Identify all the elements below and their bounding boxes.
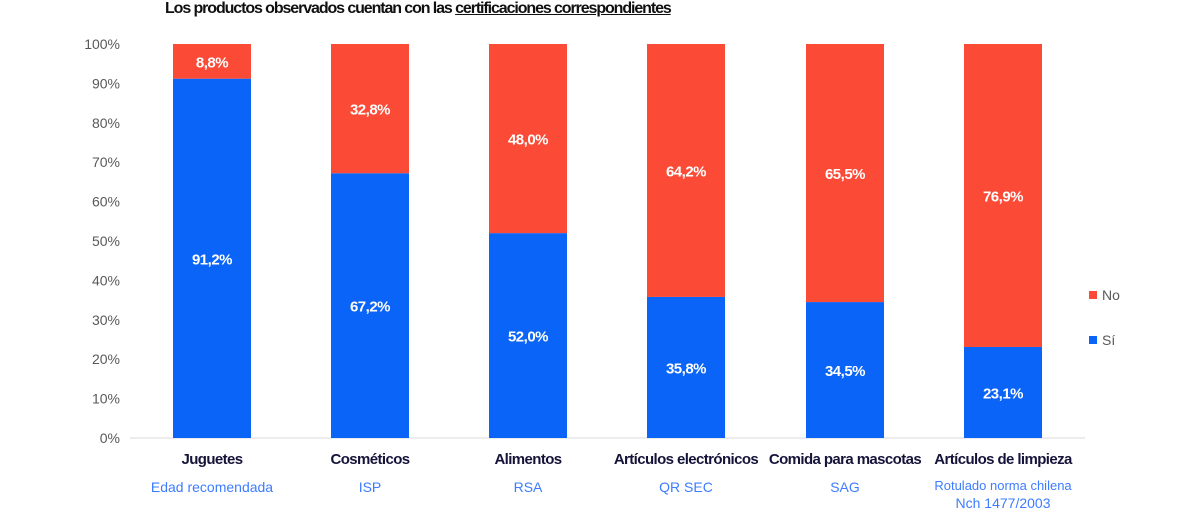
sublabel: QR SEC xyxy=(659,479,713,495)
title-underlined: certificaciones correspondientes xyxy=(455,0,672,17)
sublabel: SAG xyxy=(830,479,860,495)
sublabel: ISP xyxy=(359,479,382,495)
bar-no xyxy=(647,44,725,297)
bar-no xyxy=(489,44,567,234)
bar-si xyxy=(647,296,725,438)
category-label: Juguetes xyxy=(181,451,242,468)
y-tick-label: 80% xyxy=(92,115,120,131)
category-label: Cosméticos xyxy=(330,451,409,468)
y-tick-label: 30% xyxy=(92,312,120,328)
y-tick-label: 50% xyxy=(92,233,120,249)
y-tick-label: 10% xyxy=(92,391,120,407)
legend-swatch-si xyxy=(1089,336,1097,344)
title-prefix: Los productos observados cuentan con las xyxy=(165,0,453,17)
bar-no xyxy=(173,44,251,79)
sublabel: Rotulado norma chilena xyxy=(934,478,1072,493)
sublabel: Nch 1477/2003 xyxy=(956,495,1051,511)
legend-label: No xyxy=(1102,287,1120,303)
bar-si xyxy=(173,78,251,438)
data-label: 67,2% xyxy=(350,299,390,316)
bar-si xyxy=(331,173,409,438)
sublabel: RSA xyxy=(514,479,543,495)
bar-no xyxy=(964,44,1042,347)
legend-swatch-no xyxy=(1089,291,1097,299)
bar-si xyxy=(806,302,884,438)
y-tick-label: 90% xyxy=(92,75,120,91)
data-label: 34,5% xyxy=(825,363,865,380)
bar-no xyxy=(806,44,884,303)
data-label: 91,2% xyxy=(192,251,232,268)
y-tick-label: 100% xyxy=(84,36,120,52)
data-label: 65,5% xyxy=(825,166,865,183)
data-label: 8,8% xyxy=(196,54,228,71)
sublabel: Edad recomendada xyxy=(151,479,273,495)
data-label: 23,1% xyxy=(983,385,1023,402)
data-label: 32,8% xyxy=(350,102,390,119)
bar-no xyxy=(331,44,409,174)
data-label: 64,2% xyxy=(666,163,706,180)
y-tick-label: 40% xyxy=(92,272,120,288)
data-label: 52,0% xyxy=(508,329,548,346)
chart-title: Los productos observados cuentan con las… xyxy=(165,0,672,18)
y-tick-label: 70% xyxy=(92,154,120,170)
data-label: 76,9% xyxy=(983,188,1023,205)
category-label: Comida para mascotas xyxy=(769,451,921,468)
category-label: Artículos electrónicos xyxy=(614,451,759,468)
data-label: 35,8% xyxy=(666,360,706,377)
y-tick-label: 0% xyxy=(100,430,120,446)
bar-si xyxy=(489,233,567,438)
y-tick-label: 60% xyxy=(92,194,120,210)
bar-si xyxy=(964,346,1042,438)
data-label: 48,0% xyxy=(508,132,548,149)
y-tick-label: 20% xyxy=(92,351,120,367)
category-label: Alimentos xyxy=(494,451,561,468)
legend-label: Sí xyxy=(1102,332,1115,348)
category-label: Artículos de limpieza xyxy=(934,451,1073,468)
